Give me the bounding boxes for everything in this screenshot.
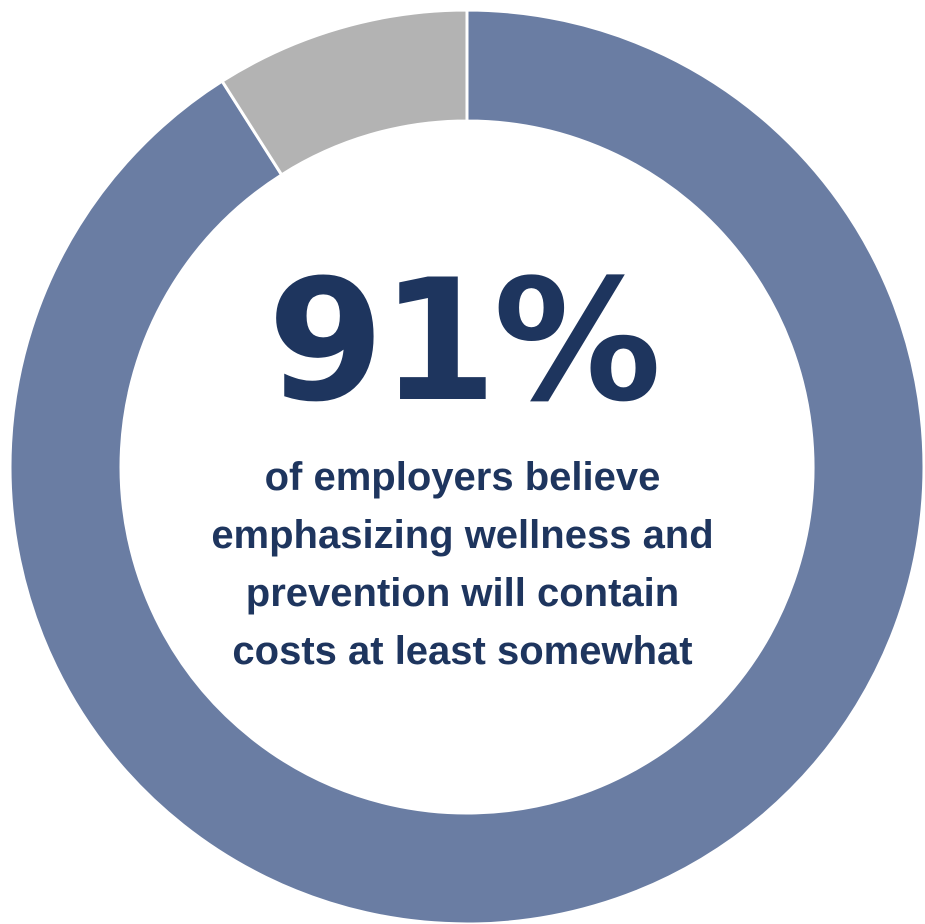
donut-slice-2 (220, 8, 469, 177)
donut-slice-1 (8, 8, 925, 924)
